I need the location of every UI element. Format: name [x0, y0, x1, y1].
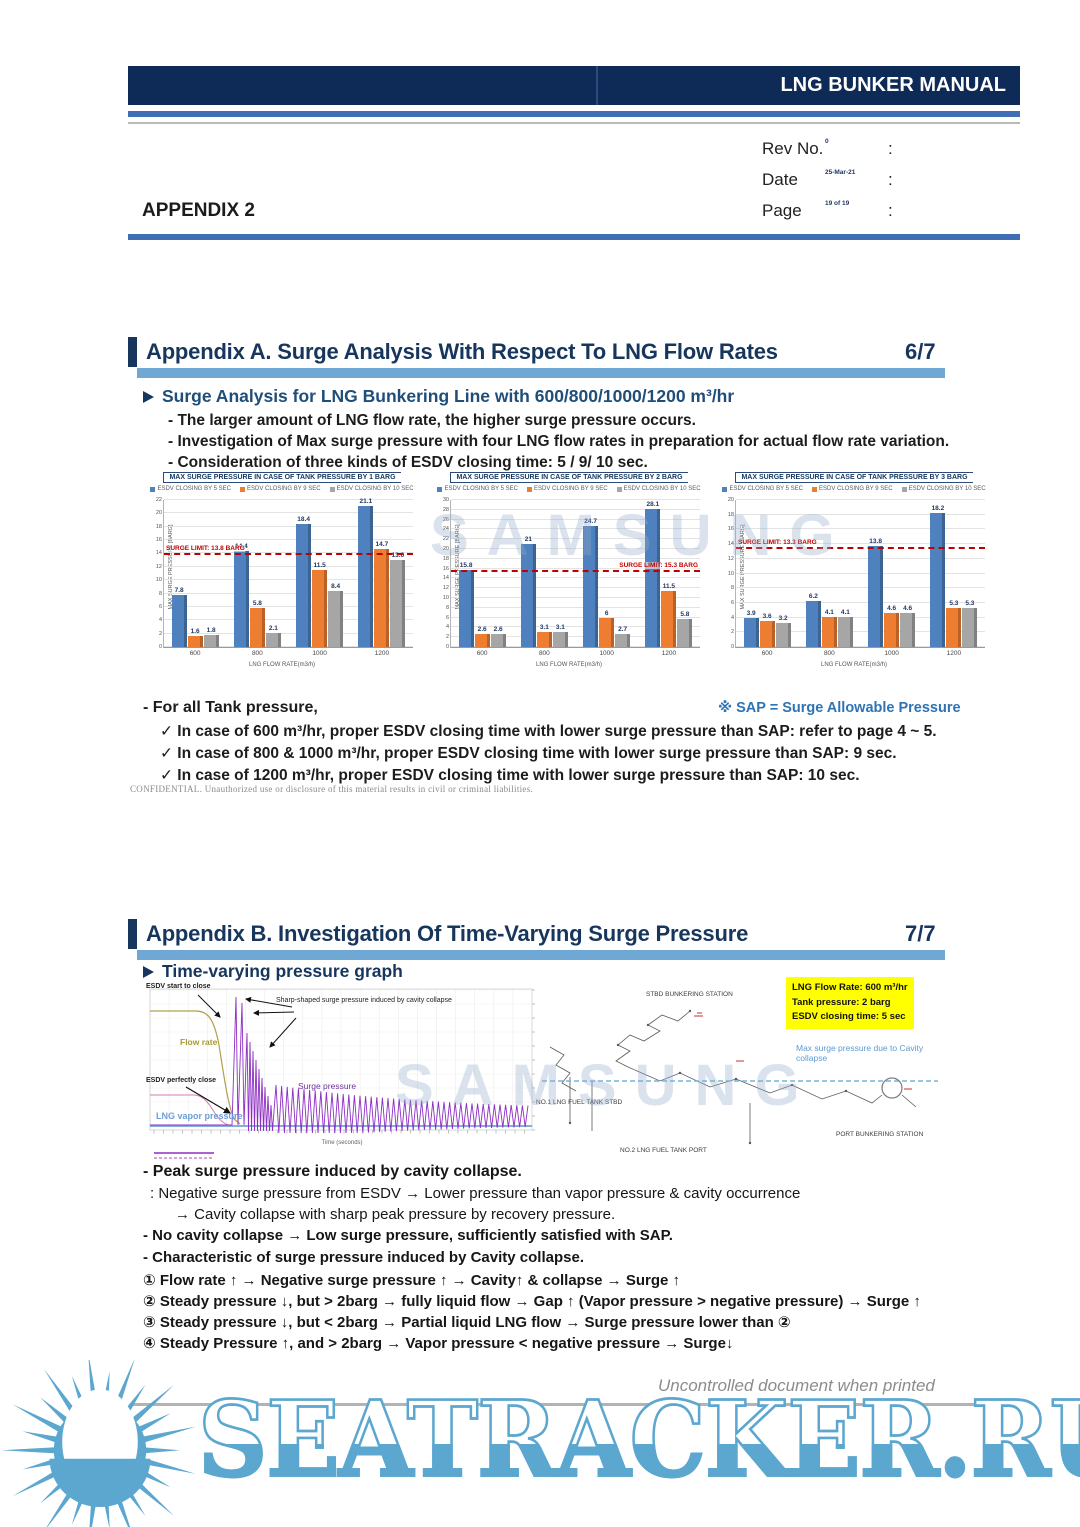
body-line: → Cavity collapse with sharp peak pressu… — [175, 1206, 616, 1223]
seatracker-watermark: SEATRACKER.RU SEATRACKER.RU — [197, 1378, 1080, 1501]
x-axis-title: LNG FLOW RATE(m3/h) — [821, 662, 887, 668]
graph-legend-lines — [154, 1152, 214, 1159]
section-b-page-marker: 7/7 — [905, 921, 936, 946]
chart-title: MAX SURGE PRESSURE IN CASE OF TANK PRESS… — [450, 472, 688, 483]
page-label: Page — [762, 201, 802, 220]
notes-lead: - For all Tank pressure, — [143, 699, 318, 716]
sap-note: ※ SAP = Surge Allowable Pressure — [718, 700, 961, 716]
x-axis-title: LNG FLOW RATE(m3/h) — [249, 662, 315, 668]
footer-rule — [130, 1403, 1028, 1406]
time-varying-graph: ESDV start to close Sharp-shaped surge p… — [146, 983, 538, 1159]
rev-row: Rev No. : 0 — [762, 138, 1014, 163]
section-b-title: Appendix B. Investigation Of Time-Varyin… — [146, 921, 749, 946]
page-sep: : — [888, 201, 893, 220]
graph-label-flow-rate: Flow rate — [180, 1037, 218, 1047]
diagram-label-port-station: PORT BUNKERING STATION — [836, 1131, 924, 1138]
info-tank-pressure: Tank pressure: 2 barg — [792, 996, 891, 1008]
graph-x-axis-title: Time (seconds) — [321, 1140, 363, 1146]
section-a-underline — [137, 368, 945, 378]
check-item: ✓ In case of 1200 m³/hr, proper ESDV clo… — [160, 767, 860, 784]
rev-label: Rev No. — [762, 139, 824, 158]
uncontrolled-note: Uncontrolled document when printed — [658, 1376, 935, 1395]
header-bottom-rule — [128, 234, 1020, 240]
chart-legend: ESDV CLOSING BY 5 SEC ESDV CLOSING BY 9 S… — [715, 486, 993, 492]
date-sep: : — [888, 170, 893, 189]
section-a-title: Appendix A. Surge Analysis With Respect … — [146, 339, 778, 364]
section-a-heading: Surge Analysis for LNG Bunkering Line wi… — [162, 386, 735, 406]
page-row: Page : 19 of 19 — [762, 200, 1014, 225]
check-item: ✓ In case of 800 & 1000 m³/hr, proper ES… — [160, 745, 897, 762]
body-line: - Characteristic of surge pressure induc… — [143, 1249, 584, 1266]
arrow-bullet-icon — [143, 391, 154, 403]
sun-logo-icon — [1, 1360, 196, 1527]
arrow-bullet-icon — [143, 966, 154, 978]
rev-value: 0 — [825, 138, 829, 145]
bar-chart-tank-2barg: MAX SURGE PRESSURE IN CASE OF TANK PRESS… — [430, 472, 708, 687]
x-axis-title: LNG FLOW RATE(m3/h) — [536, 662, 602, 668]
piping-sketch — [542, 1009, 938, 1145]
header-seam — [596, 66, 599, 105]
section-b-heading: Time-varying pressure graph — [162, 961, 403, 981]
diagram-label-tank1: NO.1 LNG FUEL TANK STBD — [536, 1099, 623, 1106]
body-line: ④ Steady Pressure ↑, and > 2barg → Vapor… — [143, 1335, 734, 1352]
info-flow-rate: LNG Flow Rate: 600 m³/hr — [792, 982, 908, 993]
section-a-accent — [128, 337, 137, 367]
rev-sep: : — [888, 139, 893, 158]
section-a-point: - The larger amount of LNG flow rate, th… — [168, 412, 696, 429]
confidential-note: CONFIDENTIAL. Unauthorized use or disclo… — [130, 784, 534, 794]
section-a-point: - Consideration of three kinds of ESDV c… — [168, 454, 648, 471]
check-item: ✓ In case of 600 m³/hr, proper ESDV clos… — [160, 723, 937, 740]
body-line: - No cavity collapse → Low surge pressur… — [143, 1227, 673, 1244]
graph-label-esdv-start: ESDV start to close — [146, 983, 211, 990]
seatracker-text-outline: SEATRACKER.RU — [197, 1378, 1080, 1501]
graph-label-esdv-close: ESDV perfectly close — [146, 1077, 217, 1084]
case-info-box: LNG Flow Rate: 600 m³/hr Tank pressure: … — [786, 977, 914, 1030]
header-rule-thin — [128, 122, 1020, 124]
chart-title: MAX SURGE PRESSURE IN CASE OF TANK PRESS… — [735, 472, 973, 483]
body-line: ③ Steady pressure ↓, but < 2barg → Parti… — [143, 1314, 791, 1331]
manual-title: LNG BUNKER MANUAL — [780, 74, 1006, 96]
bunkering-piping-diagram: STBD BUNKERING STATION Max surge pressur… — [536, 985, 940, 1160]
bar-chart-tank-3barg: MAX SURGE PRESSURE IN CASE OF TANK PRESS… — [715, 472, 993, 687]
body-line: ② Steady pressure ↓, but > 2barg → fully… — [143, 1293, 921, 1310]
date-value: 25-Mar-21 — [825, 169, 856, 176]
section-b-accent — [128, 919, 137, 949]
chart-legend: ESDV CLOSING BY 5 SEC ESDV CLOSING BY 9 S… — [143, 486, 421, 492]
body-line: : Negative surge pressure from ESDV → Lo… — [150, 1185, 801, 1202]
body-line: - Peak surge pressure induced by cavity … — [143, 1163, 522, 1180]
body-line: ① Flow rate ↑ → Negative surge pressure … — [143, 1272, 681, 1289]
chart-plot: 0 2 4 6 8 10 12 14 16 18 20 3.9 3.6 3.2 600 6.2 4.1 4.1 80… — [728, 497, 985, 657]
chart-title: MAX SURGE PRESSURE IN CASE OF TANK PRESS… — [163, 472, 401, 483]
header-bar: LNG BUNKER MANUAL — [128, 66, 1020, 105]
page-value: 19 of 19 — [825, 200, 850, 207]
graph-label-sharp-surge: Sharp-shaped surge pressure induced by c… — [276, 997, 452, 1004]
seatracker-text-fill: SEATRACKER.RU — [198, 1378, 1080, 1501]
diagram-label-tank2: NO.2 LNG FUEL TANK PORT — [620, 1147, 707, 1154]
diagram-label-stbd-station: STBD BUNKERING STATION — [646, 991, 733, 998]
chart-plot: 0 2 4 6 8 10 12 14 16 18 20 22 24 26 28 30 15.8 2.6 2.6 600… — [442, 497, 700, 657]
date-label: Date — [762, 170, 798, 189]
section-a-point: - Investigation of Max surge pressure wi… — [168, 433, 950, 450]
chart-legend: ESDV CLOSING BY 5 SEC ESDV CLOSING BY 9 S… — [430, 486, 708, 492]
graph-label-surge-pressure: Surge pressure — [298, 1081, 357, 1091]
info-esdv-time: ESDV closing time: 5 sec — [792, 1011, 906, 1023]
diagram-label-max-surge: Max surge pressure due to Cavity collaps… — [796, 1043, 924, 1063]
section-b-underline — [137, 950, 945, 960]
appendix-label: APPENDIX 2 — [142, 200, 255, 221]
header-rule-blue — [128, 111, 1020, 117]
graph-label-vapor-pressure: LNG vapor pressure — [156, 1111, 243, 1121]
surge-pressure-plot — [149, 988, 535, 1134]
date-row: Date : 25-Mar-21 — [762, 169, 1014, 194]
bar-chart-tank-1barg: MAX SURGE PRESSURE IN CASE OF TANK PRESS… — [143, 472, 421, 687]
chart-plot: 02468101214161820227.81.61.860014.45.82.… — [156, 497, 413, 657]
section-a-page-marker: 6/7 — [905, 339, 936, 364]
